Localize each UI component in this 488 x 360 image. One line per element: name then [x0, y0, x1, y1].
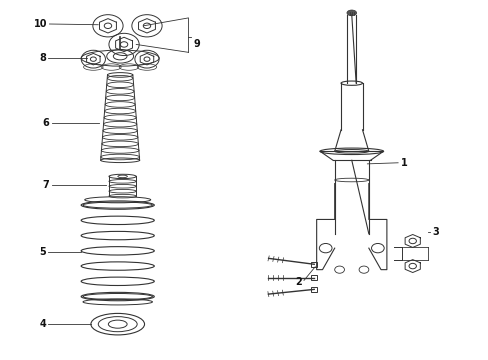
- Text: 10: 10: [34, 19, 47, 29]
- Text: 1: 1: [400, 158, 407, 168]
- Bar: [310, 287, 317, 292]
- Ellipse shape: [346, 10, 356, 16]
- Bar: [310, 275, 317, 280]
- Text: 9: 9: [193, 40, 200, 49]
- Text: 5: 5: [39, 247, 46, 257]
- Bar: [310, 262, 317, 267]
- Text: 8: 8: [39, 53, 46, 63]
- Text: 4: 4: [39, 319, 46, 329]
- Text: 6: 6: [42, 118, 49, 128]
- Text: 7: 7: [42, 180, 49, 190]
- Text: 3: 3: [431, 227, 438, 237]
- Text: 2: 2: [295, 277, 302, 287]
